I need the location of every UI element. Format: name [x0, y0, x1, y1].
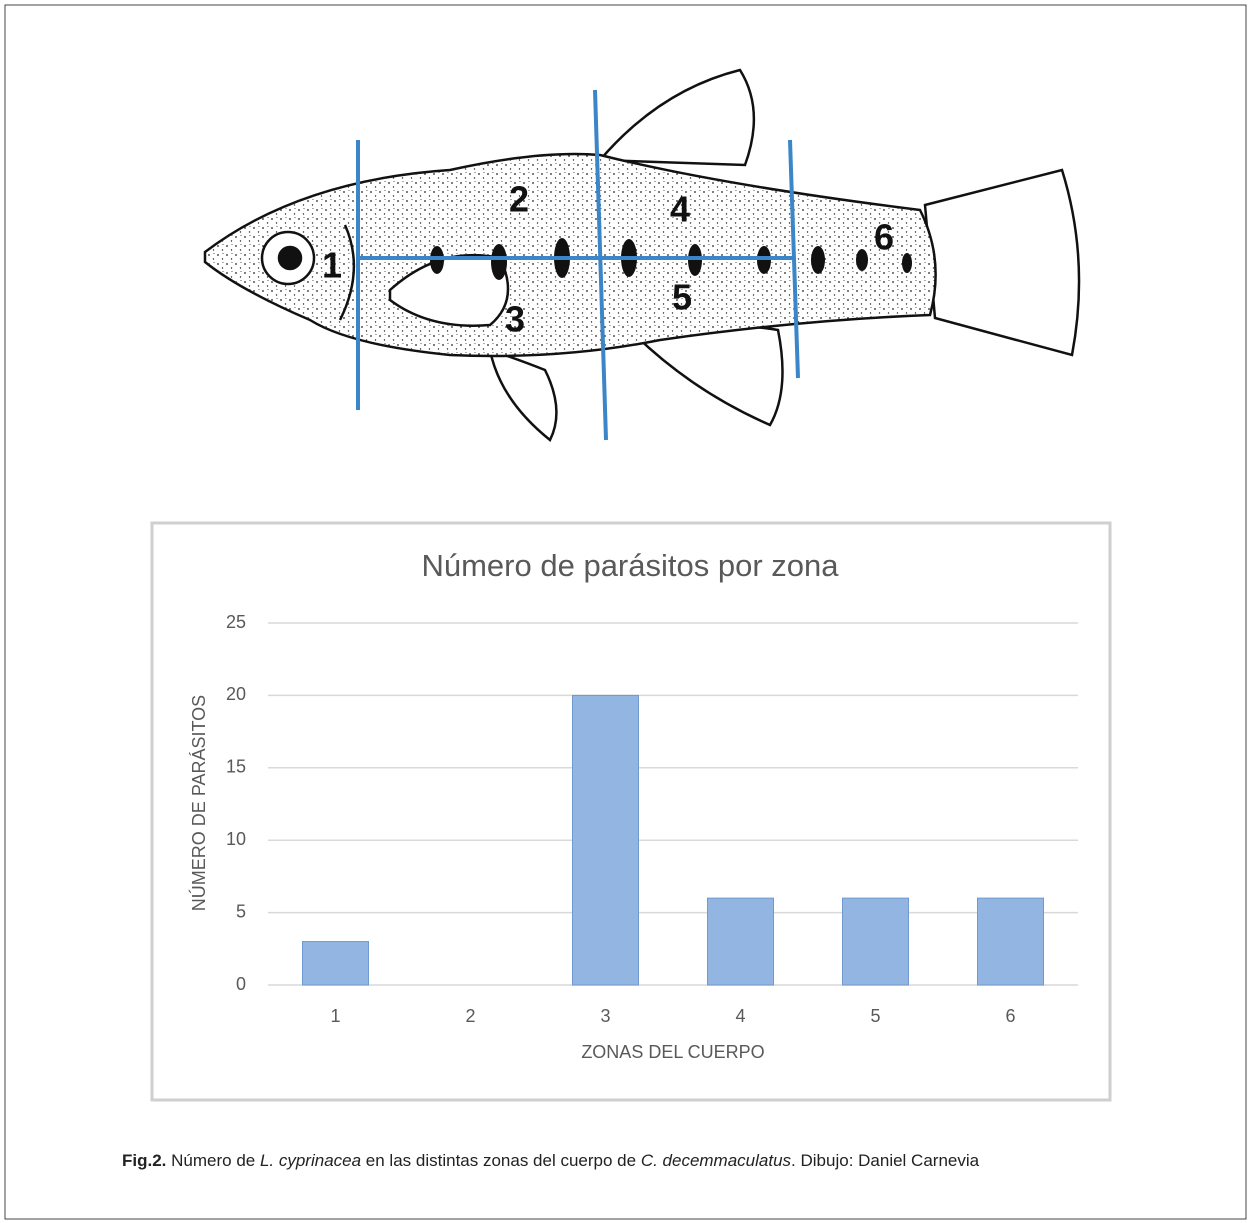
x-tick-label: 3 — [600, 1006, 610, 1026]
caption-part: en las distintas zonas del cuerpo de — [361, 1151, 641, 1170]
y-tick-label: 15 — [226, 757, 246, 777]
caption-part: C. decemmaculatus — [640, 1151, 792, 1170]
bar — [707, 897, 774, 986]
body-stipple — [205, 154, 936, 356]
caption-part: Fig.2. — [122, 1151, 167, 1170]
y-axis-title: NÚMERO DE PARÁSITOS — [188, 695, 209, 911]
bar — [977, 897, 1044, 986]
zone-labels: 1 2 3 4 5 6 — [322, 179, 894, 340]
x-tick-label: 6 — [1005, 1006, 1015, 1026]
y-tick-label: 0 — [236, 974, 246, 994]
caption-part: L. cyprinacea — [259, 1151, 362, 1170]
caption-part: Número de — [166, 1151, 260, 1170]
pelvic-fin — [488, 348, 558, 442]
x-tick-label: 1 — [330, 1006, 340, 1026]
bar — [572, 694, 639, 986]
tail-fin — [923, 168, 1081, 357]
x-tick-label: 5 — [870, 1006, 880, 1026]
zone-label: 3 — [505, 299, 525, 340]
x-tick-label: 4 — [735, 1006, 745, 1026]
y-tick-label: 20 — [226, 684, 246, 704]
caption: Fig.2. Número de L. cyprinacea en las di… — [122, 1151, 979, 1171]
x-axis-title: ZONAS DEL CUERPO — [581, 1042, 764, 1062]
bar — [302, 941, 369, 986]
y-tick-label: 25 — [226, 612, 246, 632]
bar — [842, 897, 909, 986]
fish-drawing — [203, 68, 1081, 442]
zone-label: 6 — [874, 217, 894, 258]
dorsal-fin — [597, 68, 756, 167]
frame — [4, 4, 1247, 1220]
y-tick-label: 10 — [226, 829, 246, 849]
zone-label: 5 — [672, 277, 692, 318]
zone-lines — [356, 89, 800, 441]
zone-label: 2 — [509, 179, 529, 220]
pupil — [277, 245, 303, 271]
zone-label: 1 — [322, 245, 342, 286]
chart-title: Número de parásitos por zona — [421, 548, 839, 583]
zone-label: 4 — [670, 189, 690, 230]
x-tick-label: 2 — [465, 1006, 475, 1026]
caption-part: . Dibujo: Daniel Carnevia — [791, 1151, 980, 1170]
gill — [338, 224, 356, 321]
y-tick-label: 5 — [236, 901, 246, 921]
